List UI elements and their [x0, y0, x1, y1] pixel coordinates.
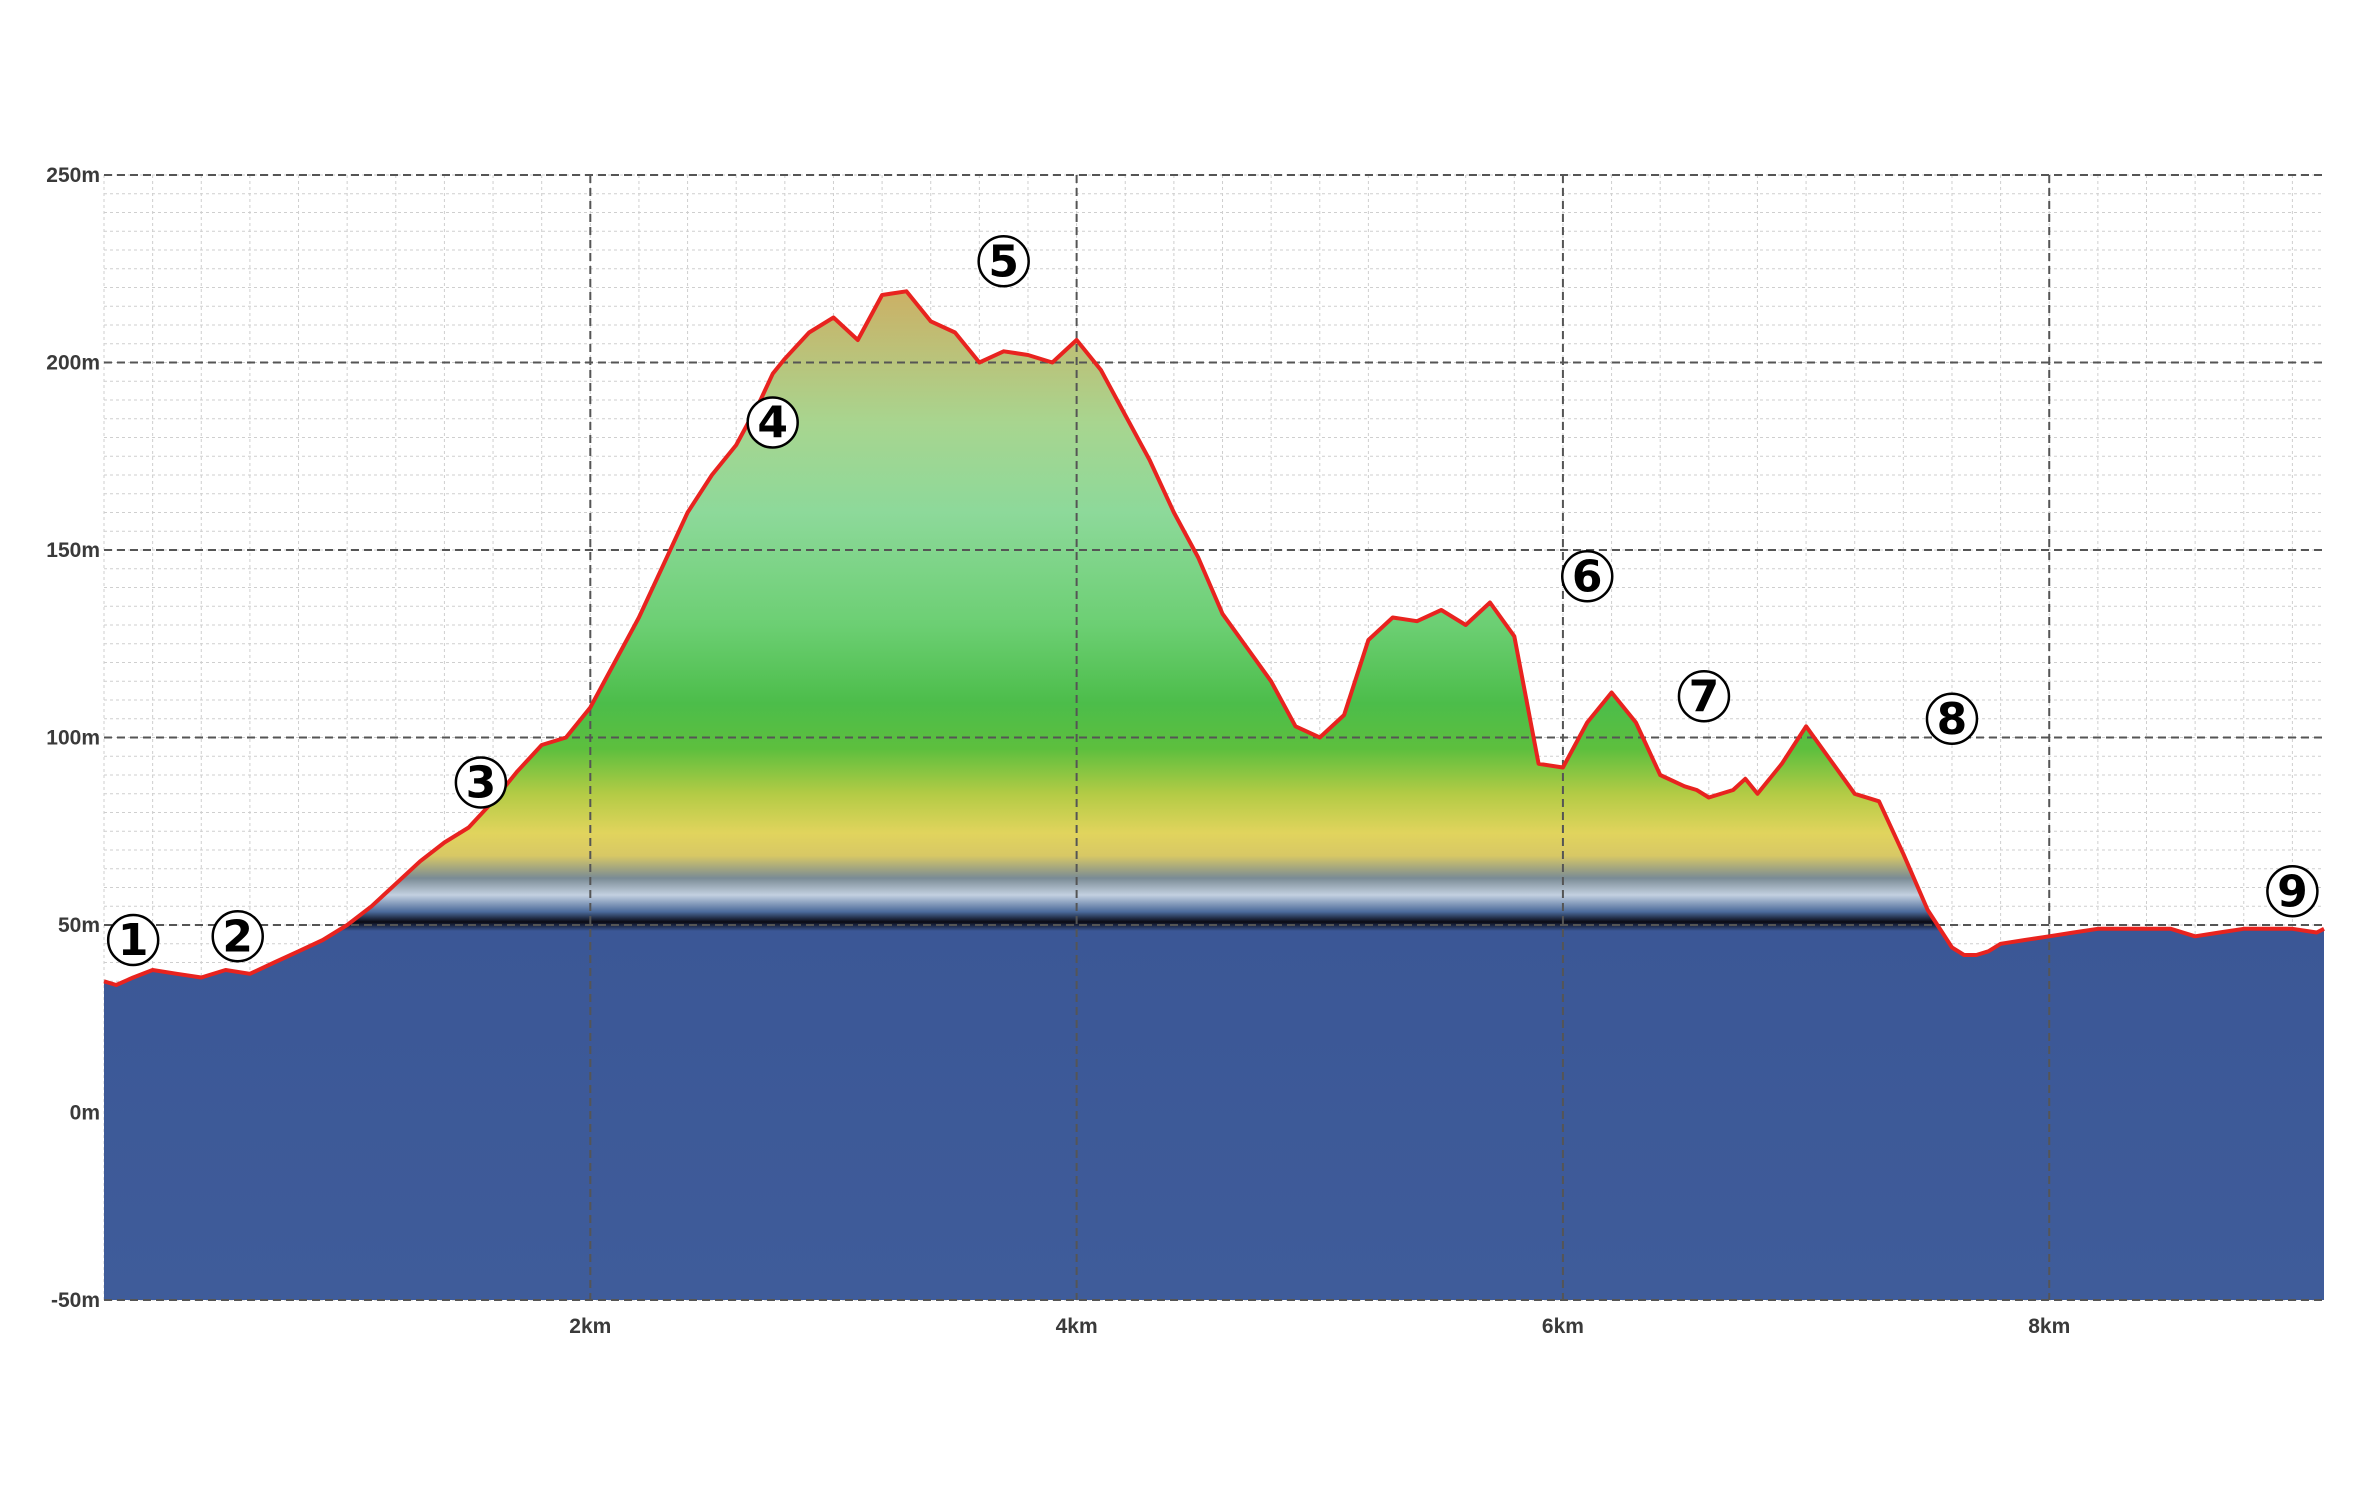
y-tick-label: 250m	[46, 164, 100, 187]
waypoint-marker-label: 1	[118, 915, 149, 966]
waypoint-marker-label: 7	[1689, 671, 1720, 722]
y-tick-label: 0m	[70, 1102, 100, 1125]
elevation-line-path	[103, 289, 2325, 987]
waypoint-marker-circle	[746, 396, 799, 449]
x-tick-label: 8km	[2028, 1315, 2070, 1338]
waypoint-marker: 4	[746, 396, 799, 449]
waypoint-marker-label: 2	[222, 911, 253, 962]
x-tick-label: 4km	[1056, 1315, 1098, 1338]
waypoint-marker-circle	[1925, 692, 1979, 745]
elevation-line	[103, 289, 2325, 987]
y-tick-label: 100m	[46, 727, 100, 750]
x-axis-tick-labels: 2km 4km 6km 8km	[569, 1315, 2070, 1338]
y-tick-label: -50m	[51, 1289, 100, 1312]
waypoint-marker: 9	[2266, 865, 2319, 918]
waypoint-marker-label: 5	[988, 236, 1019, 287]
waypoint-marker: 6	[1560, 550, 1614, 603]
x-tick-label: 6km	[1542, 1315, 1584, 1338]
waypoint-marker-label: 6	[1572, 551, 1603, 602]
x-tick-label: 2km	[569, 1315, 611, 1338]
waypoint-marker-circle	[454, 756, 508, 809]
waypoint-markers: 1 2 3 4 5 6 7 8 9	[106, 235, 2319, 967]
elevation-area-fill	[104, 291, 2324, 1300]
waypoint-marker-label: 4	[757, 398, 788, 449]
waypoint-marker: 1	[106, 913, 160, 967]
y-tick-label: 50m	[58, 914, 100, 937]
waypoint-marker-circle	[1560, 550, 1614, 603]
y-axis-tick-labels: 250m 200m 150m 100m 50m 0m -50m	[46, 164, 100, 1312]
waypoint-marker-circle	[2266, 865, 2319, 918]
waypoint-marker: 2	[211, 910, 264, 963]
y-tick-label: 150m	[46, 539, 100, 562]
waypoint-marker-circle	[211, 910, 264, 963]
waypoint-marker: 8	[1925, 692, 1979, 745]
waypoint-marker-label: 9	[2277, 866, 2308, 917]
waypoint-marker: 7	[1677, 670, 1731, 723]
y-tick-label: 200m	[46, 352, 100, 375]
waypoint-marker-label: 3	[466, 758, 497, 809]
waypoint-marker-circle	[1677, 670, 1731, 723]
waypoint-marker-label: 8	[1937, 694, 1968, 745]
elevation-area	[104, 291, 2324, 1300]
waypoint-marker: 3	[454, 756, 508, 809]
waypoint-marker-circle	[977, 235, 1030, 288]
waypoint-marker: 5	[977, 235, 1030, 288]
waypoint-marker-circle	[106, 913, 160, 967]
